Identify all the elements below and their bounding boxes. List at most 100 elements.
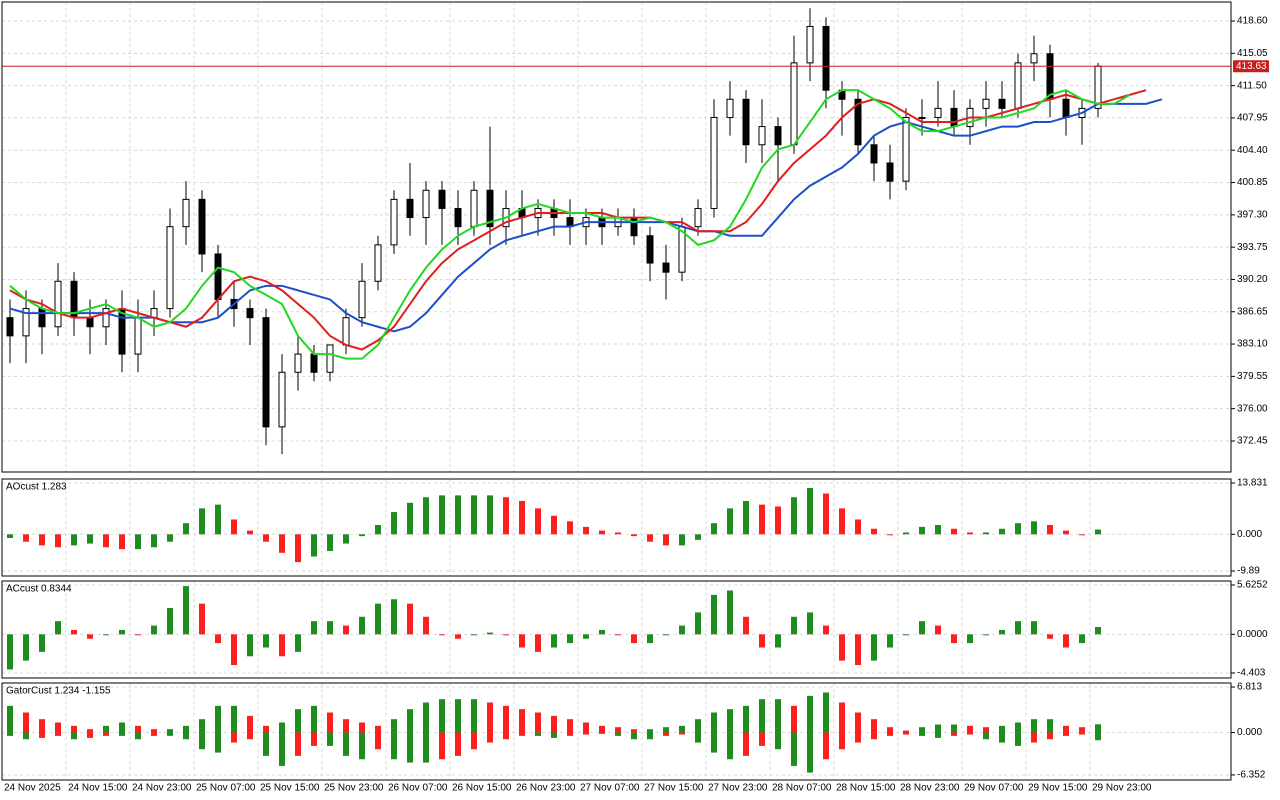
histogram-bar (951, 634, 957, 644)
gator-bar (679, 732, 685, 735)
histogram-bar (999, 528, 1005, 535)
y-tick-label: 390.20 (1237, 274, 1268, 285)
gator-bar (919, 732, 925, 736)
histogram-bar (663, 634, 669, 636)
gator-bar (935, 732, 941, 738)
gator-bar (1063, 732, 1069, 736)
candle-body (22, 308, 30, 337)
histogram-bar (791, 497, 797, 535)
gator-bar (151, 732, 157, 736)
gator-bar (7, 732, 13, 736)
histogram-bar (983, 532, 989, 535)
gator-bar (663, 732, 669, 736)
histogram-bar (471, 634, 477, 636)
histogram-bar (55, 621, 61, 635)
histogram-bar (439, 495, 445, 535)
gator-bar (1095, 724, 1101, 733)
gator-bar (967, 725, 973, 733)
histogram-bar (1095, 627, 1101, 635)
gator-bar (839, 702, 845, 733)
gator-bar (311, 732, 317, 746)
gator-bar (71, 732, 77, 740)
histogram-bar (263, 534, 269, 542)
histogram-bar (391, 599, 397, 635)
candle-body (310, 353, 318, 373)
gator-bar (791, 705, 797, 733)
histogram-bar (743, 500, 749, 535)
gator-bar (711, 712, 717, 733)
gator-bar (471, 732, 477, 750)
histogram-bar (231, 634, 237, 666)
gator-bar (983, 732, 989, 740)
gator-bar (887, 732, 893, 736)
histogram-bar (807, 487, 813, 535)
histogram-bar (311, 534, 317, 557)
histogram-bar (583, 634, 589, 639)
gator-bar (439, 699, 445, 733)
gator-bar (535, 712, 541, 733)
histogram-bar (1047, 634, 1053, 639)
histogram-bar (503, 634, 509, 636)
y-tick-label: 397.30 (1237, 209, 1268, 220)
indicator-title: GatorCust 1.234 -1.155 (6, 686, 111, 697)
panel-border (1, 1, 1232, 473)
y-tick-label: 407.95 (1237, 113, 1268, 124)
candle-body (870, 144, 878, 164)
gator-bar (263, 725, 269, 733)
histogram-bar (455, 634, 461, 639)
histogram-bar (1063, 634, 1069, 648)
y-tick-label: 386.65 (1237, 306, 1268, 317)
candle-body (102, 308, 110, 328)
candle-body (1094, 65, 1102, 109)
candle-body (470, 189, 478, 228)
gator-bar (327, 712, 333, 733)
histogram-bar (7, 634, 13, 670)
histogram-bar (391, 512, 397, 535)
gator-bar (167, 729, 173, 733)
histogram-bar (935, 525, 941, 535)
histogram-bar (1015, 523, 1021, 535)
y-tick-label: -6.352 (1237, 770, 1266, 781)
x-tick-label: 28 Nov 23:00 (900, 783, 960, 794)
histogram-bar (183, 586, 189, 635)
histogram-bar (759, 504, 765, 535)
candle-body (646, 235, 654, 264)
gator-bar (23, 732, 29, 740)
candle-body (294, 353, 302, 373)
y-tick-label: 404.40 (1237, 145, 1268, 156)
histogram-bar (295, 634, 301, 652)
gator-bar (391, 732, 397, 760)
histogram-bar (1095, 529, 1101, 535)
gator-bar (823, 692, 829, 733)
x-tick-label: 25 Nov 07:00 (196, 783, 256, 794)
gator-bar (679, 725, 685, 733)
gator-bar (759, 732, 765, 746)
histogram-bar (487, 632, 493, 635)
gator-bar (743, 732, 749, 756)
candle-body (214, 253, 222, 300)
candle-body (886, 162, 894, 182)
gator-bar (23, 712, 29, 733)
candle-body (902, 116, 910, 182)
price-label-box (1233, 60, 1269, 73)
gator-bar (1079, 732, 1085, 735)
histogram-bar (119, 629, 125, 635)
y-tick-label: 5.6252 (1237, 580, 1268, 591)
y-tick-label: 372.45 (1237, 436, 1268, 447)
candle-body (454, 207, 462, 228)
histogram-bar (519, 634, 525, 648)
y-tick-label: 379.55 (1237, 371, 1268, 382)
gator-bar (615, 727, 621, 733)
histogram-bar (327, 621, 333, 635)
candle-body (694, 207, 702, 228)
histogram-bar (679, 534, 685, 546)
histogram-bar (727, 590, 733, 635)
gator-bar (423, 702, 429, 733)
histogram-bar (967, 634, 973, 644)
gator-bar (455, 732, 461, 756)
y-tick-label: -9.89 (1237, 566, 1260, 577)
histogram-bar (1079, 534, 1085, 536)
histogram-bar (727, 508, 733, 535)
histogram-bar (455, 495, 461, 535)
gator-bar (1047, 732, 1053, 740)
